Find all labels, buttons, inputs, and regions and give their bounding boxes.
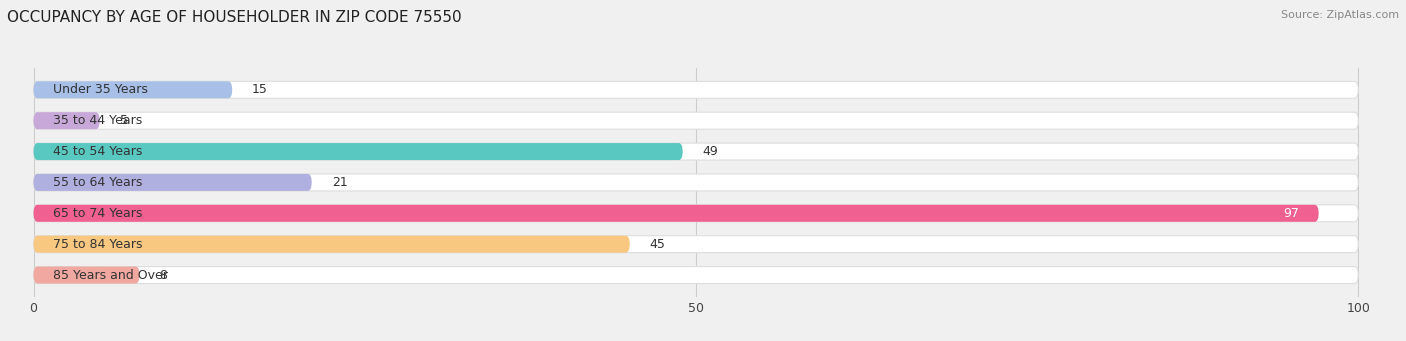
Text: 8: 8 xyxy=(159,269,167,282)
Text: 15: 15 xyxy=(252,83,269,96)
FancyBboxPatch shape xyxy=(34,236,1358,253)
Text: 5: 5 xyxy=(120,114,128,127)
FancyBboxPatch shape xyxy=(34,205,1358,222)
Text: 49: 49 xyxy=(703,145,718,158)
FancyBboxPatch shape xyxy=(34,81,1358,98)
FancyBboxPatch shape xyxy=(34,143,1358,160)
Text: Source: ZipAtlas.com: Source: ZipAtlas.com xyxy=(1281,10,1399,20)
FancyBboxPatch shape xyxy=(34,174,1358,191)
FancyBboxPatch shape xyxy=(34,205,1319,222)
Text: Under 35 Years: Under 35 Years xyxy=(53,83,148,96)
FancyBboxPatch shape xyxy=(34,81,232,98)
FancyBboxPatch shape xyxy=(34,174,312,191)
Text: OCCUPANCY BY AGE OF HOUSEHOLDER IN ZIP CODE 75550: OCCUPANCY BY AGE OF HOUSEHOLDER IN ZIP C… xyxy=(7,10,461,25)
Text: 65 to 74 Years: 65 to 74 Years xyxy=(53,207,143,220)
Text: 45 to 54 Years: 45 to 54 Years xyxy=(53,145,143,158)
Text: 21: 21 xyxy=(332,176,347,189)
FancyBboxPatch shape xyxy=(34,112,1358,129)
Text: 45: 45 xyxy=(650,238,665,251)
Text: 85 Years and Over: 85 Years and Over xyxy=(53,269,169,282)
FancyBboxPatch shape xyxy=(34,112,100,129)
FancyBboxPatch shape xyxy=(34,267,1358,284)
Text: 35 to 44 Years: 35 to 44 Years xyxy=(53,114,142,127)
FancyBboxPatch shape xyxy=(34,267,139,284)
Text: 75 to 84 Years: 75 to 84 Years xyxy=(53,238,143,251)
FancyBboxPatch shape xyxy=(34,236,630,253)
Text: 97: 97 xyxy=(1282,207,1299,220)
FancyBboxPatch shape xyxy=(34,143,683,160)
Text: 55 to 64 Years: 55 to 64 Years xyxy=(53,176,143,189)
